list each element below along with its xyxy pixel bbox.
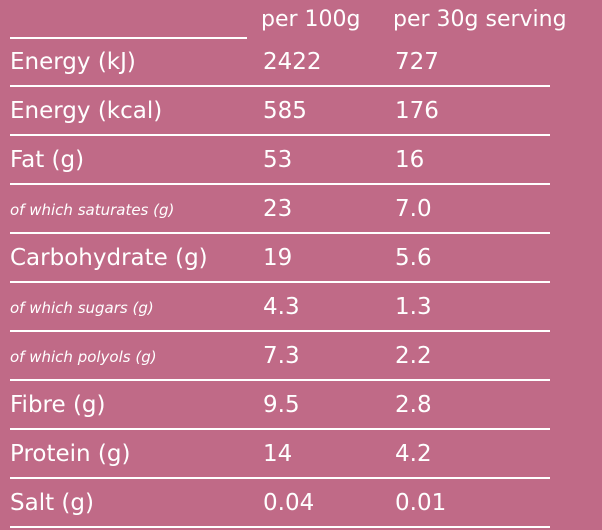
row-label-sub: of which polyols (g): [10, 348, 157, 366]
value-per-100g: 0.04: [263, 490, 315, 516]
row-label: Fat (g): [10, 147, 85, 173]
value-per-100g: 19: [263, 245, 293, 271]
row-label: Carbohydrate (g): [10, 245, 208, 271]
table-row: Energy (kcal) 585 176: [10, 87, 550, 136]
value-per-serving: 2.2: [395, 343, 432, 369]
value-per-100g: 53: [263, 147, 293, 173]
value-per-100g: 2422: [263, 49, 322, 75]
row-label: Energy (kcal): [10, 98, 163, 124]
row-label-sub: of which sugars (g): [10, 299, 154, 317]
table-row: of which saturates (g) 23 7.0: [10, 185, 550, 234]
table-row: Fat (g) 53 16: [10, 136, 550, 185]
table-row: Protein (g) 14 4.2: [10, 430, 550, 479]
value-per-serving: 0.01: [395, 490, 447, 516]
value-per-serving: 7.0: [395, 196, 432, 222]
nutrition-table: per 100g per 30g serving Energy (kJ) 242…: [10, 0, 602, 528]
table-header: per 100g per 30g serving: [10, 0, 602, 39]
row-label: Fibre (g): [10, 392, 106, 418]
table-row: Energy (kJ) 2422 727: [10, 38, 550, 87]
row-label: Salt (g): [10, 490, 94, 516]
value-per-serving: 1.3: [395, 294, 432, 320]
value-per-serving: 4.2: [395, 441, 432, 467]
row-label-sub: of which saturates (g): [10, 201, 175, 219]
value-per-serving: 16: [395, 147, 425, 173]
column-header-per-serving: per 30g serving: [393, 7, 567, 32]
value-per-100g: 23: [263, 196, 293, 222]
value-per-serving: 176: [395, 98, 439, 124]
value-per-100g: 4.3: [263, 294, 300, 320]
value-per-serving: 727: [395, 49, 439, 75]
value-per-100g: 14: [263, 441, 293, 467]
value-per-100g: 585: [263, 98, 307, 124]
column-header-per-100g: per 100g: [261, 7, 361, 32]
table-row: Salt (g) 0.04 0.01: [10, 479, 550, 528]
value-per-serving: 5.6: [395, 245, 432, 271]
row-label: Protein (g): [10, 441, 131, 467]
value-per-serving: 2.8: [395, 392, 432, 418]
value-per-100g: 7.3: [263, 343, 300, 369]
header-blank-underline: [10, 37, 247, 39]
table-row: Carbohydrate (g) 19 5.6: [10, 234, 550, 283]
table-row: of which polyols (g) 7.3 2.2: [10, 332, 550, 381]
table-row: Fibre (g) 9.5 2.8: [10, 381, 550, 430]
row-label: Energy (kJ): [10, 49, 136, 75]
table-row: of which sugars (g) 4.3 1.3: [10, 283, 550, 332]
value-per-100g: 9.5: [263, 392, 300, 418]
